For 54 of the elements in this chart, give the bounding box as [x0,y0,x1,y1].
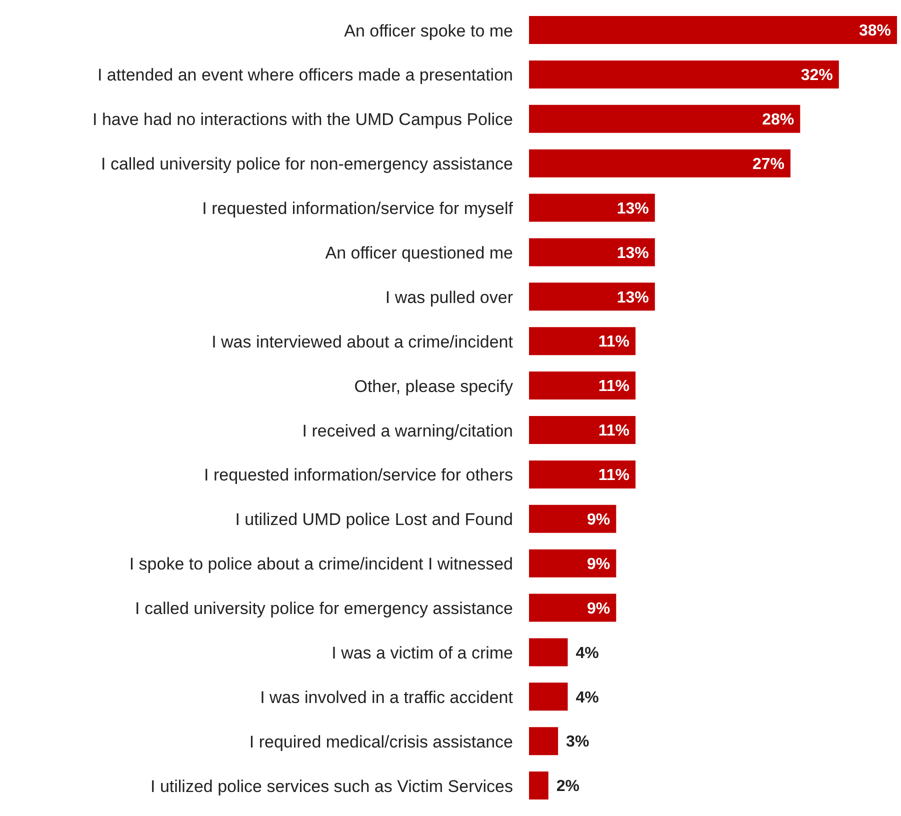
bar [529,772,548,800]
bar [529,460,636,488]
data-label: 13% [616,200,649,218]
data-label: 2% [556,778,580,796]
bar [529,416,636,444]
y-tick-label: I requested information/service for others [204,466,513,485]
bar [529,149,790,178]
bar [529,594,616,622]
data-label: 3% [566,734,590,751]
y-tick-label: I requested information/service for myself [202,199,514,218]
data-label: 13% [616,289,649,306]
data-label: 9% [587,511,610,528]
bar [529,60,839,88]
data-label: 13% [616,244,649,262]
bar [529,282,655,311]
data-label: 38% [858,22,891,40]
data-label: 4% [576,644,599,662]
bar [529,104,800,133]
bar [529,638,568,666]
y-tick-label: I have had no interactions with the UMD Campus Police [92,110,513,130]
data-label: 27% [752,156,784,173]
y-tick-label: I required medical/crisis assistance [249,732,513,752]
bar [529,682,568,711]
bar [529,727,558,756]
bar [529,372,636,400]
data-label: 9% [587,600,610,618]
data-label: 11% [598,422,630,440]
y-tick-label: I called university police for emergency assistance [135,599,513,618]
data-label: 11% [598,467,630,484]
data-label: 11% [598,334,630,351]
y-tick-label: I received a warning/citation [302,421,513,440]
bar [529,16,897,44]
y-tick-label: I was a victim of a crime [332,643,513,662]
bar [529,238,655,266]
data-label: 32% [800,67,833,84]
y-tick-label: I called university police for non-emergency assistance [101,154,513,174]
bar [529,327,636,356]
data-label: 4% [576,689,599,706]
bar [529,504,616,533]
bar [529,549,616,578]
y-tick-label: I spoke to police about a crime/incident I witnessed [129,554,513,574]
data-label: 11% [598,378,630,396]
data-label: 28% [762,111,794,128]
bar [529,194,655,222]
y-tick-label: I was pulled over [385,288,514,307]
y-tick-label: I utilized UMD police Lost and Found [235,510,513,530]
y-tick-label: I attended an event where officers made a presentation [97,66,513,85]
y-tick-label: An officer questioned me [325,243,513,262]
y-tick-label: I was involved in a traffic accident [260,688,514,707]
y-tick-label: I utilized police services such as Victim Services [150,776,513,796]
y-tick-label: Other, please specify [354,376,514,396]
data-label: 9% [587,556,610,573]
y-tick-label: I was interviewed about a crime/incident [212,332,514,352]
y-tick-label: An officer spoke to me [344,21,513,40]
